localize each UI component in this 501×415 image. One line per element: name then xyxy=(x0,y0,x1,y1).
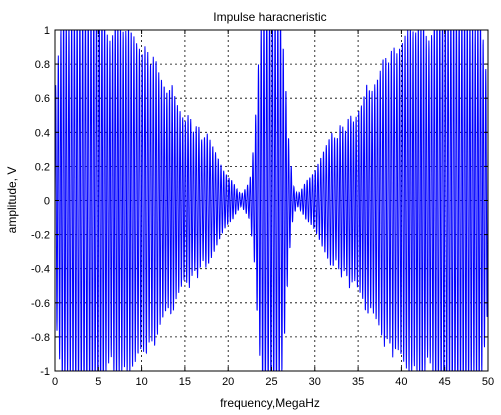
x-tick-label: 40 xyxy=(395,376,407,388)
y-axis-ticks: -1 -0.8 -0.6 -0.4 -0.2 0 0.2 0.4 0.6 0.8 1 xyxy=(31,25,488,378)
y-tick-label: 0.6 xyxy=(35,93,50,105)
x-tick-label: 35 xyxy=(352,376,364,388)
y-tick-label: 0.4 xyxy=(35,127,50,139)
x-tick-label: 45 xyxy=(439,376,451,388)
x-tick-label: 0 xyxy=(52,376,58,388)
x-axis-ticks: 0 5 10 15 20 25 30 35 40 45 50 xyxy=(52,30,494,388)
y-tick-label: 0.8 xyxy=(35,59,50,71)
y-tick-label: 0.2 xyxy=(35,161,50,173)
y-tick-label: -0.8 xyxy=(31,332,50,344)
y-tick-label: -0.6 xyxy=(31,298,50,310)
plot-area xyxy=(55,30,488,371)
x-tick-label: 15 xyxy=(179,376,191,388)
chart-title: Impulse haracneristic xyxy=(213,10,326,24)
x-tick-label: 30 xyxy=(309,376,321,388)
y-tick-label: 0 xyxy=(44,196,50,208)
y-tick-label: 1 xyxy=(44,25,50,37)
y-tick-label: -0.2 xyxy=(31,230,50,242)
x-tick-label: 25 xyxy=(265,376,277,388)
y-axis-label: amplitude, V xyxy=(5,167,19,234)
x-tick-label: 10 xyxy=(135,376,147,388)
y-tick-label: -0.4 xyxy=(31,264,50,276)
x-tick-label: 5 xyxy=(95,376,101,388)
y-tick-label: -1 xyxy=(40,366,50,378)
series-line-impulse xyxy=(55,30,488,371)
x-axis-label: frequency,MegaHz xyxy=(220,396,320,410)
x-tick-label: 50 xyxy=(482,376,494,388)
x-tick-label: 20 xyxy=(222,376,234,388)
